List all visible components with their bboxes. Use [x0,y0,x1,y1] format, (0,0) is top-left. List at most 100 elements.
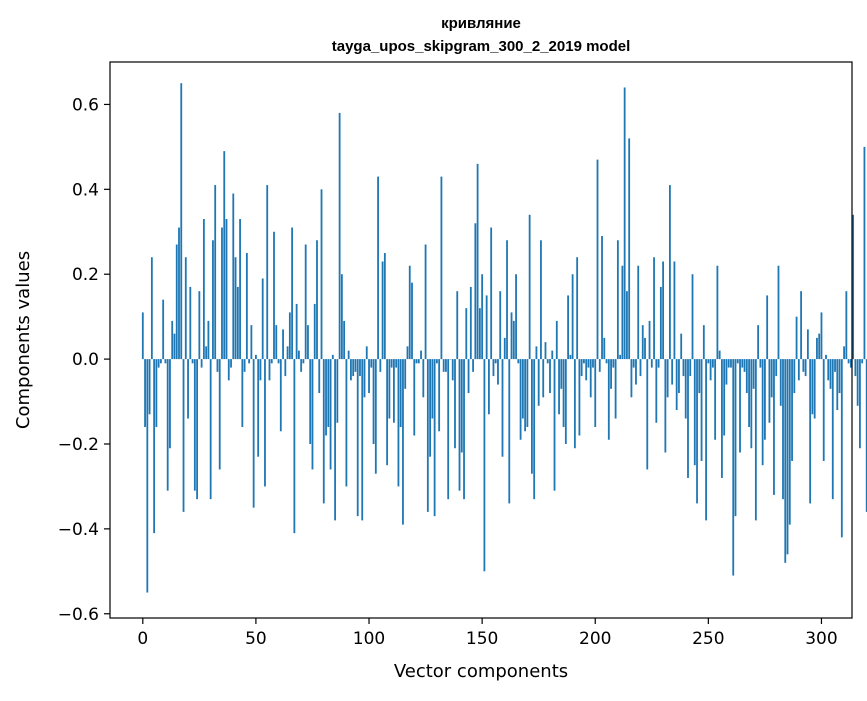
bar-component-267 [746,359,748,393]
bar-component-23 [194,359,196,491]
bar-component-62 [282,329,284,359]
bar-component-252 [712,359,714,367]
bar-component-106 [382,261,384,359]
bar-component-302 [825,355,827,359]
bar-component-251 [710,359,712,380]
bar-component-195 [583,359,585,363]
bar-component-134 [445,359,447,372]
bar-component-108 [386,359,388,465]
bar-component-282 [780,359,782,406]
bar-component-122 [418,359,420,363]
bar-component-271 [755,359,757,520]
bar-component-90 [345,359,347,486]
bar-component-113 [398,359,400,486]
bar-component-117 [407,346,409,359]
bar-component-26 [201,359,203,367]
bar-component-104 [377,177,379,360]
bar-component-70 [300,359,302,372]
bar-component-161 [506,240,508,359]
bar-component-110 [391,359,393,367]
bar-component-144 [468,359,470,393]
bar-component-46 [246,253,248,359]
bar-component-240 [685,359,687,418]
y-tick-label: 0.4 [72,180,99,200]
bar-component-37 [226,219,228,359]
bar-component-261 [732,359,734,575]
bar-component-7 [158,359,160,367]
bar-component-223 [646,359,648,469]
bar-component-173 [533,359,535,499]
bar-component-303 [827,359,829,380]
bar-component-35 [221,228,223,360]
bar-component-13 [171,321,173,359]
bar-component-75 [312,359,314,469]
bar-component-124 [422,359,424,397]
bar-component-244 [694,359,696,465]
bar-component-55 [266,185,268,359]
bar-component-301 [823,359,825,461]
bar-component-139 [456,291,458,359]
bar-component-33 [217,359,219,372]
bar-component-220 [640,359,642,376]
bar-component-20 [187,359,189,418]
bar-component-310 [843,346,845,359]
bar-component-255 [719,351,721,359]
bar-component-197 [588,359,590,367]
bar-component-97 [361,359,363,520]
bar-component-16 [178,228,180,360]
bar-component-181 [551,351,553,359]
bar-component-43 [239,219,241,359]
bar-component-289 [796,317,798,359]
bar-component-78 [318,359,320,393]
bar-component-89 [343,321,345,359]
bar-component-264 [739,359,741,452]
bar-component-263 [737,359,739,363]
bar-component-114 [400,359,402,427]
bar-component-202 [599,359,601,372]
bar-component-162 [508,359,510,503]
bar-component-188 [567,295,569,359]
bar-component-36 [223,151,225,359]
y-tick-label: 0.2 [72,265,99,285]
bar-component-297 [814,359,816,418]
bar-component-315 [854,359,856,376]
bar-component-49 [253,359,255,508]
bar-component-259 [728,359,730,367]
bar-component-191 [574,359,576,448]
bar-component-66 [291,228,293,360]
bar-component-125 [425,245,427,360]
y-tick-label: 0.6 [72,95,99,115]
bar-component-133 [443,359,445,372]
bar-component-280 [775,359,777,376]
bar-component-226 [653,257,655,359]
bar-component-31 [212,240,214,359]
bar-component-42 [237,287,239,359]
bar-component-170 [526,359,528,427]
bar-component-142 [463,359,465,499]
chart-title-line-2: tayga_upos_skipgram_300_2_2019 model [332,38,631,55]
bar-component-306 [834,359,836,372]
bar-component-12 [169,359,171,448]
bar-component-196 [585,359,587,380]
bar-component-150 [481,274,483,359]
bar-component-288 [793,359,795,393]
bar-component-298 [816,338,818,359]
bar-component-234 [671,359,673,384]
bar-component-176 [540,240,542,359]
bar-component-171 [529,215,531,359]
bar-component-222 [644,338,646,359]
bar-component-87 [339,113,341,359]
bar-component-76 [314,304,316,359]
bar-component-242 [689,359,691,376]
bar-component-189 [569,355,571,359]
bar-component-17 [180,83,182,359]
bar-component-166 [517,359,519,363]
bar-component-192 [576,257,578,359]
bar-component-287 [791,359,793,461]
bar-component-53 [262,278,264,359]
bar-component-218 [635,359,637,384]
bar-component-165 [515,274,517,359]
bar-component-14 [174,334,176,359]
bar-component-299 [818,334,820,359]
